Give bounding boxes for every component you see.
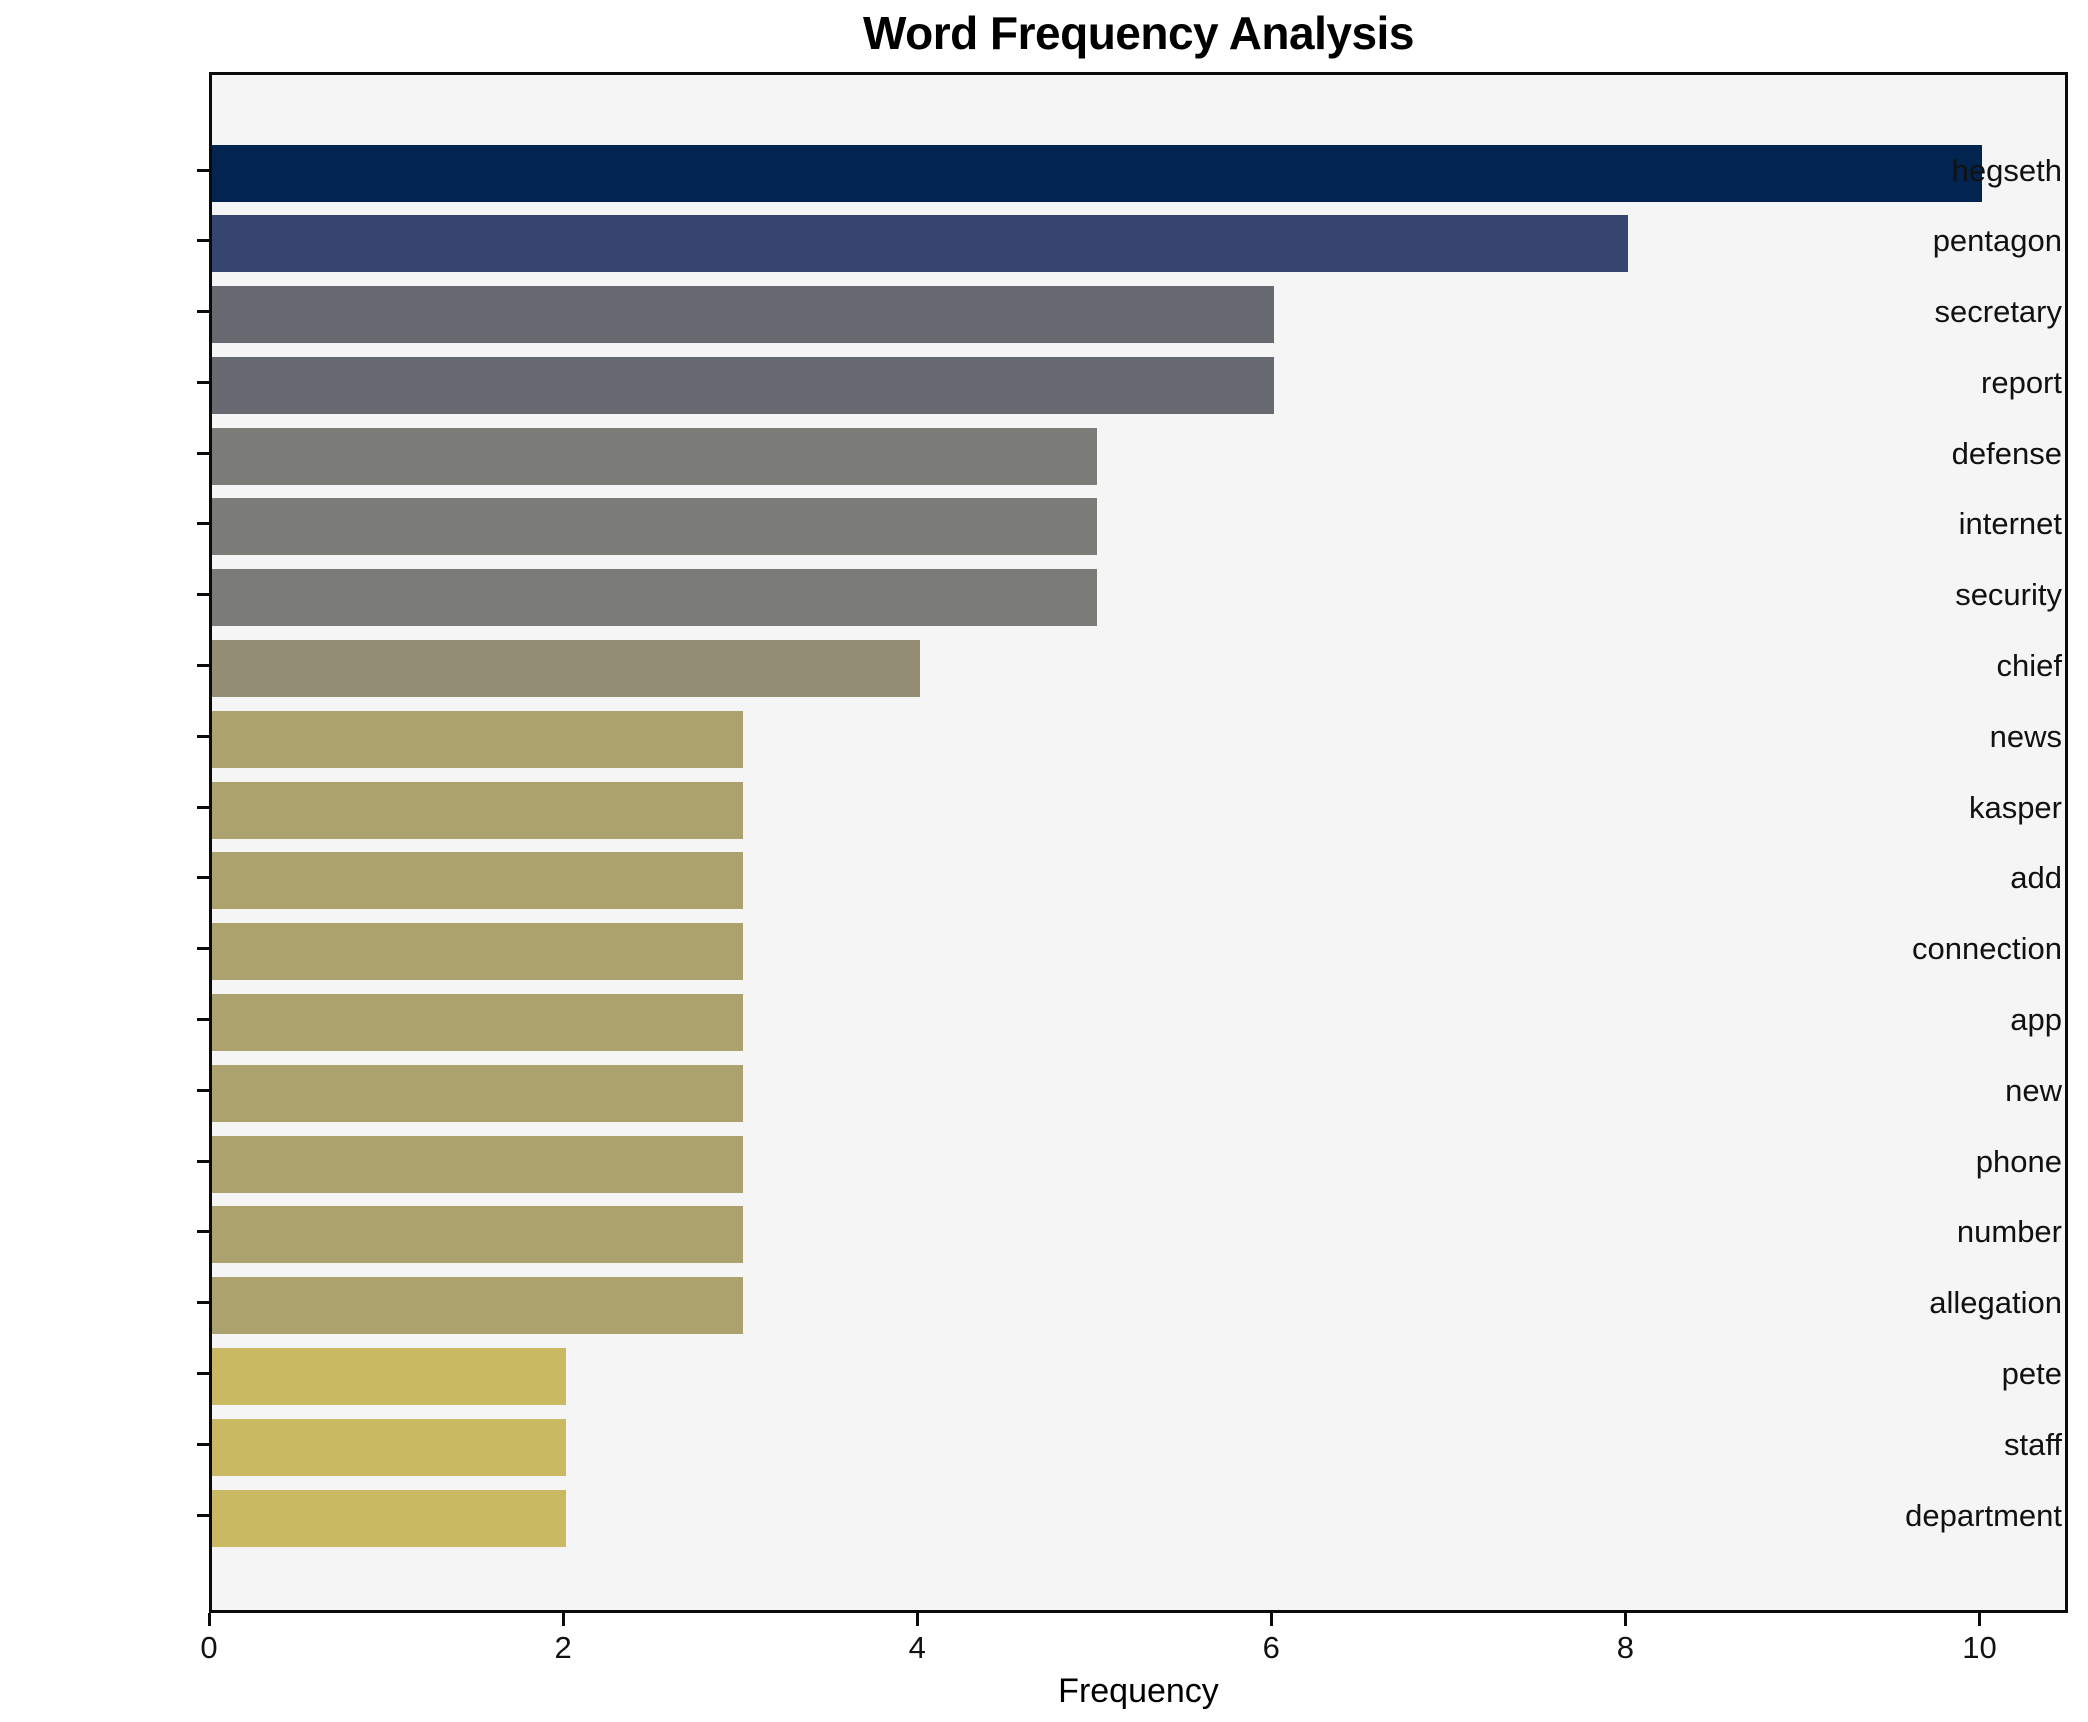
y-tick-label-report: report (1981, 364, 2062, 400)
x-tick-label-8: 8 (1616, 1630, 1634, 1665)
y-tick-mark (197, 593, 209, 597)
bar-staff (212, 1418, 567, 1476)
bar-security (212, 569, 1098, 627)
bar-chief (212, 640, 921, 698)
bar-defense (212, 427, 1098, 485)
bar-add (212, 852, 744, 910)
x-axis-label: Frequency (1058, 1672, 1219, 1710)
bar-phone (212, 1135, 744, 1193)
y-tick-label-add: add (2010, 860, 2062, 896)
y-tick-mark (197, 1513, 209, 1517)
y-tick-label-pentagon: pentagon (1932, 223, 2062, 259)
bar-hegseth (212, 144, 1983, 202)
x-tick-label-10: 10 (1962, 1630, 1997, 1665)
y-tick-mark (197, 664, 209, 668)
y-tick-mark (197, 805, 209, 809)
y-tick-label-internet: internet (1958, 506, 2062, 542)
bar-internet (212, 498, 1098, 556)
bar-department (212, 1489, 567, 1547)
y-tick-mark (197, 734, 209, 738)
x-tick-mark (1623, 1613, 1627, 1626)
y-tick-mark (197, 380, 209, 384)
y-tick-label-hegseth: hegseth (1951, 152, 2062, 188)
y-tick-mark (197, 310, 209, 314)
bar-allegation (212, 1277, 744, 1335)
bar-app (212, 993, 744, 1051)
y-tick-label-allegation: allegation (1929, 1285, 2062, 1321)
y-tick-mark (197, 451, 209, 455)
y-tick-label-chief: chief (1996, 648, 2062, 684)
y-tick-label-pete: pete (2001, 1355, 2062, 1391)
y-tick-mark (197, 239, 209, 243)
y-tick-mark (197, 947, 209, 951)
y-tick-label-defense: defense (1951, 435, 2062, 471)
y-tick-label-phone: phone (1975, 1143, 2062, 1179)
y-tick-label-app: app (2010, 1001, 2062, 1037)
y-tick-mark (197, 1230, 209, 1234)
y-tick-mark (197, 1088, 209, 1092)
x-tick-label-4: 4 (908, 1630, 926, 1665)
bar-pentagon (212, 215, 1629, 273)
x-tick-mark (1977, 1613, 1981, 1626)
bar-secretary (212, 286, 1275, 344)
y-tick-mark (197, 1442, 209, 1446)
y-tick-label-connection: connection (1912, 931, 2062, 967)
y-tick-mark (197, 876, 209, 880)
y-tick-label-new: new (2005, 1072, 2062, 1108)
y-tick-label-department: department (1905, 1497, 2062, 1533)
chart-title: Word Frequency Analysis (863, 7, 1414, 59)
bar-news (212, 710, 744, 768)
y-tick-mark (197, 1017, 209, 1021)
x-tick-label-6: 6 (1262, 1630, 1280, 1665)
y-tick-mark (197, 1159, 209, 1163)
bar-pete (212, 1347, 567, 1405)
x-tick-mark (915, 1613, 919, 1626)
y-tick-mark (197, 1371, 209, 1375)
y-tick-label-kasper: kasper (1968, 789, 2062, 825)
x-tick-mark (207, 1613, 211, 1626)
bar-number (212, 1206, 744, 1264)
bar-kasper (212, 781, 744, 839)
y-tick-mark (197, 522, 209, 526)
x-tick-mark (561, 1613, 565, 1626)
y-tick-mark (197, 1301, 209, 1305)
y-tick-label-number: number (1956, 1214, 2062, 1250)
x-tick-label-2: 2 (554, 1630, 572, 1665)
x-tick-mark (1269, 1613, 1273, 1626)
y-tick-mark (197, 168, 209, 172)
y-tick-label-news: news (1989, 718, 2062, 754)
y-tick-label-staff: staff (2003, 1426, 2062, 1462)
x-tick-label-0: 0 (200, 1630, 218, 1665)
y-tick-label-secretary: secretary (1934, 294, 2062, 330)
bar-new (212, 1064, 744, 1122)
y-tick-label-security: security (1955, 577, 2062, 613)
bar-connection (212, 923, 744, 981)
plot-area (209, 72, 2068, 1613)
bar-report (212, 356, 1275, 414)
